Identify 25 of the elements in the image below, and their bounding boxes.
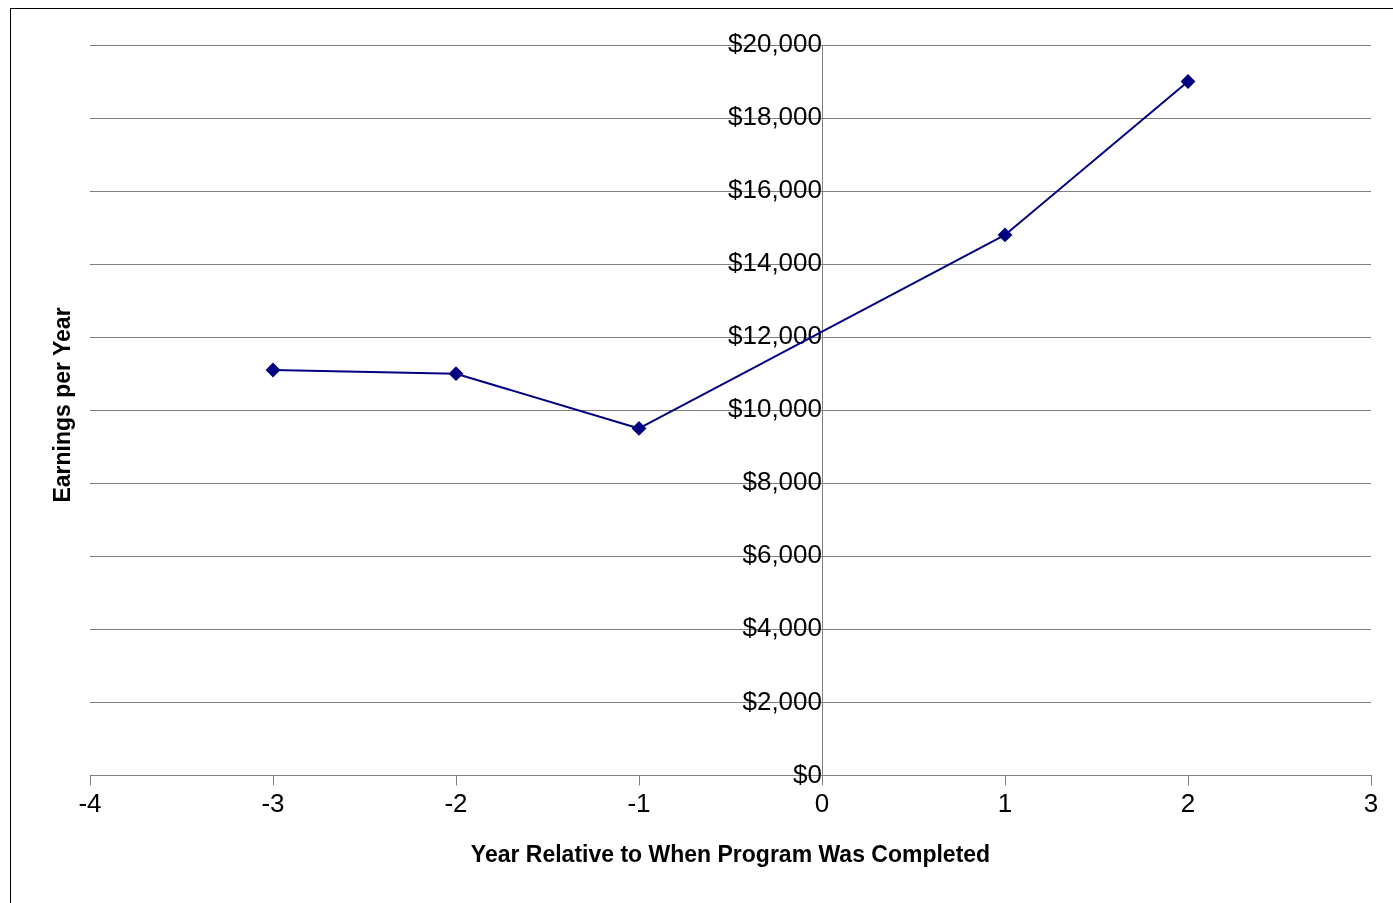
y-tick-label: $8,000 <box>742 466 822 497</box>
y-tick-label: $2,000 <box>742 685 822 716</box>
x-tick-label: 3 <box>1363 787 1379 818</box>
point <box>449 366 463 381</box>
x-tick-label: 2 <box>1180 787 1196 818</box>
y-tick-label: $10,000 <box>728 393 822 424</box>
y-tick-label: $18,000 <box>728 101 822 132</box>
x-tick-label: 1 <box>997 787 1013 818</box>
x-tick-label: -4 <box>78 787 102 818</box>
y-axis-title: Earnings per Year <box>48 307 76 503</box>
x-tick-label: -2 <box>444 787 468 818</box>
point <box>632 421 646 436</box>
x-tick-label: -3 <box>261 787 285 818</box>
y-tick-label: $14,000 <box>728 247 822 278</box>
y-tick-label: $4,000 <box>742 612 822 643</box>
y-tick-label: $16,000 <box>728 174 822 205</box>
x-tick-label: 0 <box>814 787 830 818</box>
point <box>998 227 1012 242</box>
x-axis-title: Year Relative to When Program Was Completed <box>470 840 991 867</box>
y-tick-label: $6,000 <box>742 539 822 570</box>
x-tick-label: -1 <box>627 787 651 818</box>
y-tick-label: $0 <box>793 758 822 789</box>
y-tick-label: $20,000 <box>728 28 822 59</box>
point <box>266 363 280 378</box>
point <box>1181 74 1195 89</box>
